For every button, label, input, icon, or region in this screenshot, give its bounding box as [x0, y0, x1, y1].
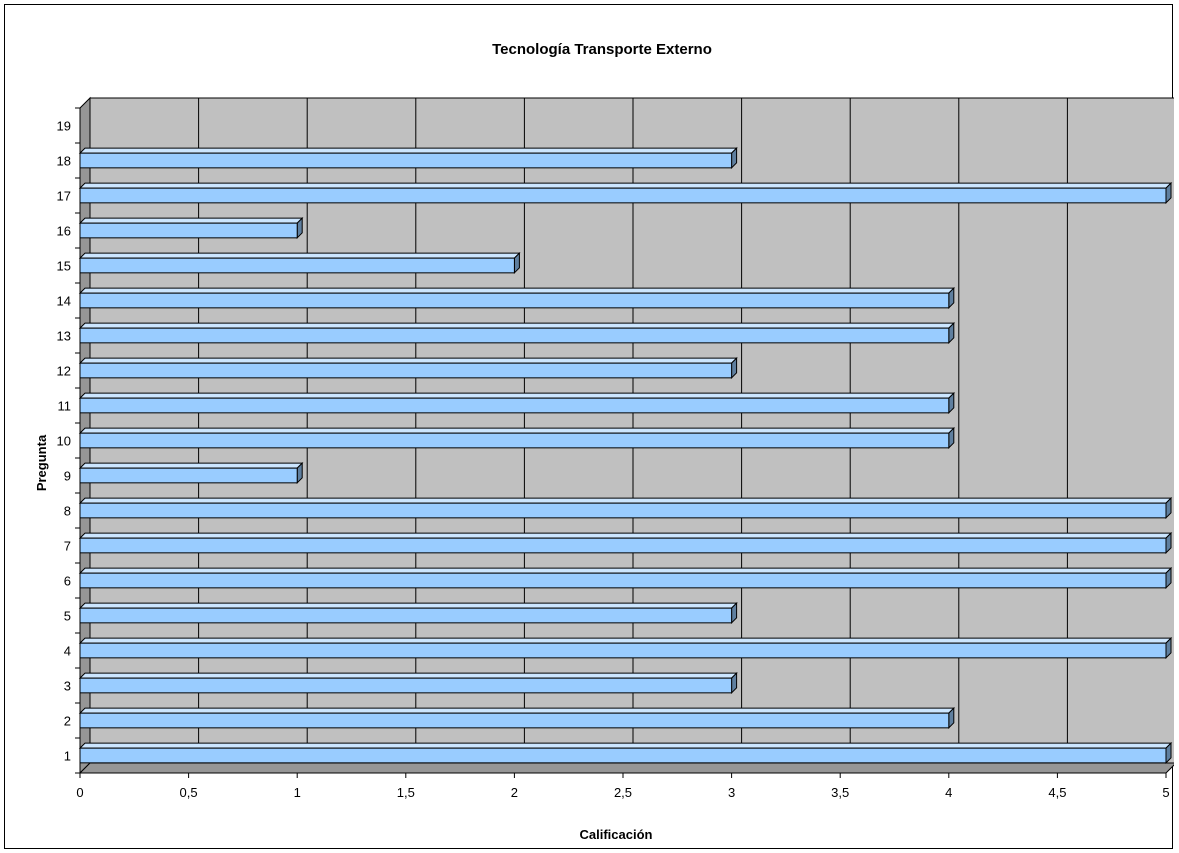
x-tick-label: 2,5	[614, 785, 632, 800]
bar-top	[78, 742, 1173, 749]
x-tick-label: 3	[728, 785, 735, 800]
x-tick-label: 1,5	[397, 785, 415, 800]
y-tick-label: 5	[64, 609, 71, 624]
bar	[78, 531, 1173, 555]
bar-face	[79, 292, 950, 309]
y-tick-label: 18	[57, 154, 71, 169]
bar	[78, 321, 956, 345]
bar-face	[79, 152, 733, 169]
bar-face	[79, 257, 515, 274]
x-tick-label: 5	[1162, 785, 1169, 800]
bar	[78, 216, 304, 240]
y-tick-label: 9	[64, 469, 71, 484]
bar-top	[78, 637, 1173, 644]
bar-face	[79, 362, 733, 379]
y-tick-label: 10	[57, 434, 71, 449]
x-tick-label: 4,5	[1048, 785, 1066, 800]
bar	[78, 286, 956, 310]
bar	[78, 181, 1173, 205]
bar	[78, 671, 738, 695]
bar-top	[78, 147, 738, 154]
x-tick-label: 4	[945, 785, 952, 800]
bar-face	[79, 327, 950, 344]
bar-face	[79, 397, 950, 414]
bar-face	[79, 747, 1167, 764]
bar-top	[78, 427, 956, 434]
x-tick-label: 3,5	[831, 785, 849, 800]
bar	[78, 601, 738, 625]
bar-face	[79, 607, 733, 624]
bar-top	[78, 532, 1173, 539]
x-axis: 0 0,5 1 1,5 2 2,5 3 3,5 4 4,5 5	[76, 772, 1170, 800]
y-tick-label: 1	[64, 749, 71, 764]
bar-top	[78, 182, 1173, 189]
bar-top	[78, 322, 956, 329]
chart-title: Tecnología Transporte Externo	[492, 41, 712, 58]
y-tick-label: 3	[64, 679, 71, 694]
y-tick-label: 4	[64, 644, 71, 659]
bar-top	[78, 392, 956, 399]
bar-face	[79, 432, 950, 449]
bar	[78, 461, 304, 485]
bar-face	[79, 187, 1167, 204]
bar-face	[79, 642, 1167, 659]
bar-top	[78, 497, 1173, 504]
y-tick-label: 8	[64, 504, 71, 519]
bar-top	[78, 252, 521, 259]
bars	[78, 146, 1173, 765]
floor	[78, 762, 1174, 774]
x-axis-title: Calificación	[580, 827, 653, 842]
y-tick-label: 15	[57, 259, 71, 274]
y-tick-label: 16	[57, 224, 71, 239]
x-tick-label: 1	[294, 785, 301, 800]
bar-top	[78, 462, 304, 469]
y-tick-label: 17	[57, 189, 71, 204]
y-tick-label: 6	[64, 574, 71, 589]
bar-face	[79, 222, 298, 239]
bar	[78, 741, 1173, 765]
bar-top	[78, 707, 956, 714]
bar-face	[79, 467, 298, 484]
bar	[78, 636, 1173, 660]
chart-frame: Tecnología Transporte Externo 0 0,5 1 1,5 2 2…	[4, 4, 1174, 849]
y-tick-label: 12	[57, 364, 71, 379]
bar	[78, 146, 738, 170]
x-tick-label: 0,5	[180, 785, 198, 800]
y-tick-label: 19	[57, 119, 71, 134]
y-tick-label: 2	[64, 714, 71, 729]
bar	[78, 356, 738, 380]
bar	[78, 706, 956, 730]
y-tick-label: 11	[58, 399, 72, 414]
y-tick-label: 14	[57, 294, 71, 309]
bar-face	[79, 572, 1167, 589]
x-tick-label: 2	[511, 785, 518, 800]
bar-face	[79, 502, 1167, 519]
y-tick-label: 13	[57, 329, 71, 344]
bar-top	[78, 217, 304, 224]
bar	[78, 426, 956, 450]
bar-face	[79, 677, 733, 694]
bar-face	[79, 712, 950, 729]
x-tick-label: 0	[76, 785, 83, 800]
bar-top	[78, 602, 738, 609]
y-tick-label: 7	[64, 539, 71, 554]
bar	[78, 391, 956, 415]
bar-top	[78, 672, 738, 679]
bar-face	[79, 537, 1167, 554]
bar-chart: Tecnología Transporte Externo 0 0,5 1 1,5 2 2…	[34, 41, 1174, 842]
bar	[78, 566, 1173, 590]
bar-top	[78, 567, 1173, 574]
bar-top	[78, 357, 738, 364]
bar	[78, 496, 1173, 520]
bar-top	[78, 287, 956, 294]
y-axis-title: Pregunta	[34, 434, 49, 491]
bar	[78, 251, 521, 275]
